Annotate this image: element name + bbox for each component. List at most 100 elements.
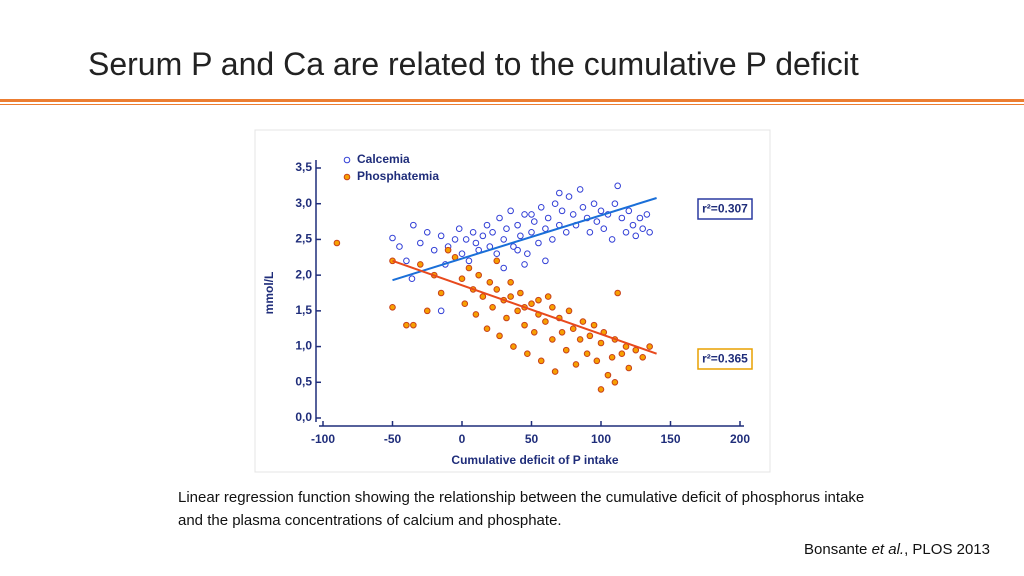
data-point xyxy=(618,214,626,222)
legend-marker xyxy=(343,173,351,181)
slide-title: Serum P and Ca are related to the cumula… xyxy=(88,46,859,82)
data-point xyxy=(632,232,640,240)
data-point xyxy=(430,246,438,254)
data-point xyxy=(562,346,570,354)
data-point xyxy=(562,228,570,236)
data-point xyxy=(639,353,647,361)
data-point xyxy=(646,228,653,236)
x-axis-label: Cumulative deficit of P intake xyxy=(451,453,618,467)
data-point xyxy=(625,207,633,215)
data-point xyxy=(608,353,616,361)
data-point xyxy=(528,228,535,236)
legend-label: Phosphatemia xyxy=(357,169,439,183)
data-point xyxy=(549,303,556,311)
data-point xyxy=(469,228,477,236)
data-point xyxy=(389,234,396,242)
y-tick-label: 2,0 xyxy=(295,267,312,281)
data-point xyxy=(549,236,556,243)
data-point xyxy=(489,228,496,236)
data-point xyxy=(396,243,403,250)
data-point xyxy=(462,236,470,243)
data-point xyxy=(493,257,501,265)
data-point xyxy=(551,368,559,375)
data-point xyxy=(643,211,651,218)
data-point xyxy=(636,214,644,222)
data-point xyxy=(479,293,487,300)
data-point xyxy=(496,332,503,340)
data-point xyxy=(521,321,528,329)
regression-line xyxy=(392,197,657,282)
data-point xyxy=(389,303,396,311)
title-rule xyxy=(0,104,1024,105)
legend-marker xyxy=(343,156,351,164)
data-point xyxy=(517,232,524,240)
data-point xyxy=(524,350,531,358)
data-point xyxy=(514,246,521,254)
data-point xyxy=(583,350,591,358)
data-point xyxy=(614,289,621,297)
data-point xyxy=(629,221,637,229)
data-point xyxy=(579,318,587,325)
data-point xyxy=(565,307,573,315)
data-point xyxy=(524,250,531,258)
data-point xyxy=(597,339,605,347)
annotation: r²=0.307 xyxy=(702,202,748,216)
citation-rest: , PLOS 2013 xyxy=(904,541,990,558)
data-point xyxy=(486,278,494,286)
data-point xyxy=(437,307,445,315)
data-point xyxy=(493,250,501,258)
data-point xyxy=(514,307,521,315)
data-point xyxy=(565,193,573,200)
data-point xyxy=(639,225,647,233)
data-point xyxy=(535,296,542,304)
data-point xyxy=(586,332,594,340)
data-point xyxy=(423,228,431,236)
data-point xyxy=(614,182,621,190)
data-point xyxy=(489,303,496,311)
data-point xyxy=(600,225,608,233)
data-point xyxy=(551,200,559,208)
caption: Linear regression function showing the r… xyxy=(178,489,865,529)
data-point xyxy=(537,203,545,211)
data-point xyxy=(472,311,480,318)
data-point xyxy=(417,261,424,268)
data-point xyxy=(558,207,566,215)
citation: Bonsante et al., PLOS 2013 xyxy=(804,541,990,558)
data-point xyxy=(410,221,417,229)
data-point xyxy=(507,278,514,286)
data-point xyxy=(451,236,459,243)
annotation: r²=0.365 xyxy=(702,352,748,366)
data-point xyxy=(521,261,528,268)
data-point xyxy=(576,336,584,343)
data-point xyxy=(622,228,630,236)
data-point xyxy=(479,232,487,240)
data-point xyxy=(437,232,445,240)
data-point xyxy=(444,246,452,254)
data-point xyxy=(611,378,619,386)
data-point xyxy=(558,328,566,336)
data-point xyxy=(569,325,577,333)
data-point xyxy=(503,314,510,322)
data-point xyxy=(535,239,542,247)
x-tick-label: -100 xyxy=(311,432,335,446)
data-point xyxy=(576,186,584,193)
x-tick-label: 100 xyxy=(591,432,611,446)
data-point xyxy=(408,275,416,283)
data-point xyxy=(556,189,563,197)
data-point xyxy=(507,293,514,300)
data-point xyxy=(544,214,552,222)
data-point xyxy=(586,228,594,236)
data-point xyxy=(510,243,517,250)
x-tick-label: 150 xyxy=(660,432,680,446)
data-point xyxy=(510,343,517,350)
data-point xyxy=(514,221,521,229)
data-point xyxy=(496,214,503,222)
annotation-box xyxy=(697,198,753,220)
data-point xyxy=(569,211,577,218)
data-point xyxy=(403,321,410,329)
data-point xyxy=(493,286,501,293)
data-point xyxy=(417,239,424,247)
data-point xyxy=(579,203,587,211)
